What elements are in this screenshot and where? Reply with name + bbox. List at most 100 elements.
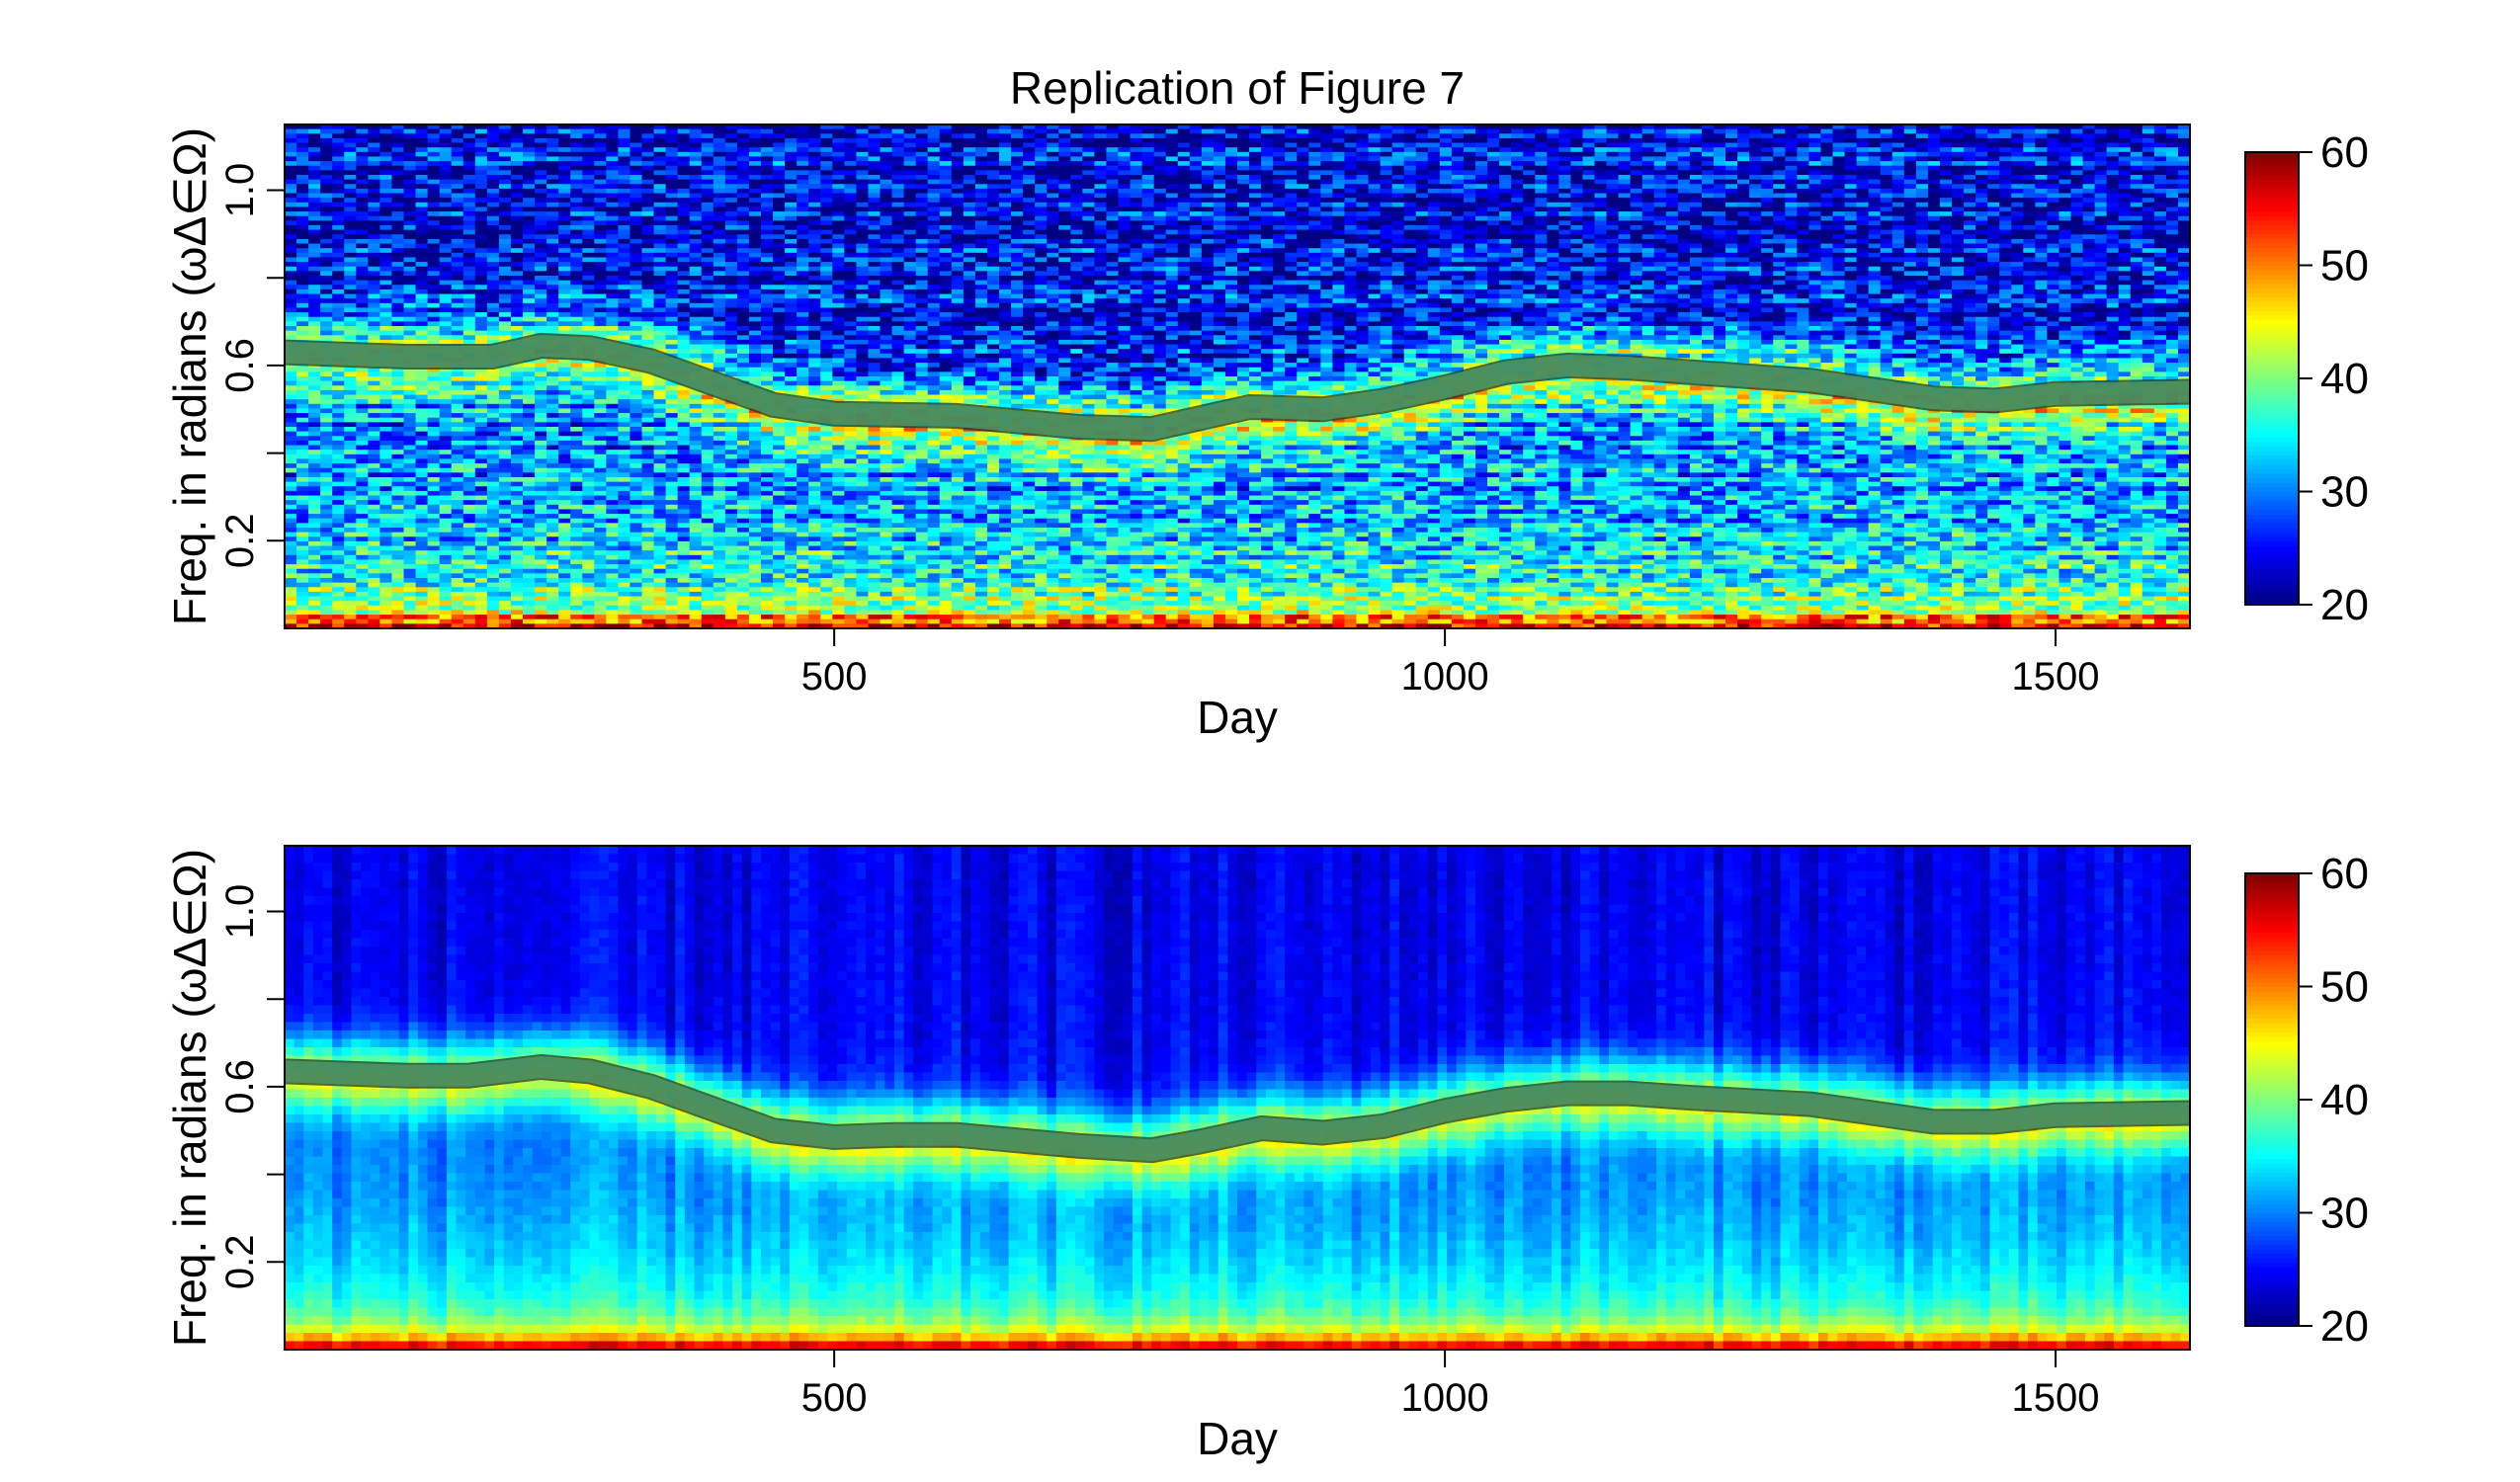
heatmap-cell (1714, 220, 1726, 226)
heatmap-cell (1856, 193, 1870, 199)
heatmap-cell (1927, 262, 1941, 268)
heatmap-cell (1915, 188, 1929, 195)
heatmap-cell (1320, 142, 1333, 148)
heatmap-cell (618, 206, 631, 212)
heatmap-cell (1891, 175, 1905, 181)
heatmap-cell (308, 248, 321, 254)
heatmap-cell (1797, 215, 1809, 221)
heatmap-cell (1641, 202, 1655, 208)
heatmap-cell (2142, 262, 2155, 268)
heatmap-cell (1939, 156, 1953, 162)
heatmap-cell (535, 225, 547, 231)
heatmap-cell (1118, 137, 1132, 144)
heatmap-cell (2094, 198, 2108, 204)
heatmap-cell (486, 193, 500, 199)
heatmap-cell (1487, 179, 1500, 185)
heatmap-cell (1737, 206, 1750, 212)
heatmap-cell (1523, 156, 1536, 162)
heatmap-cell (653, 133, 667, 139)
heatmap-cell (1891, 248, 1905, 254)
heatmap-cell (1118, 215, 1132, 221)
heatmap-cell (486, 133, 500, 139)
heatmap-cell (1820, 193, 1834, 199)
heatmap-cell (1582, 215, 1596, 221)
heatmap-cell (2165, 165, 2179, 171)
heatmap-cell (1380, 215, 1393, 221)
heatmap-cell (713, 133, 726, 139)
heatmap-cell (498, 161, 512, 167)
heatmap-cell (689, 184, 703, 190)
heatmap-cell (379, 161, 393, 167)
heatmap-cell (939, 184, 953, 190)
heatmap-cell (1558, 243, 1571, 249)
heatmap-cell (1213, 137, 1226, 144)
heatmap-cell (1356, 198, 1370, 204)
heatmap-cell (1285, 248, 1298, 254)
heatmap-cell (1570, 184, 1584, 190)
heatmap-cell (1249, 262, 1262, 268)
heatmap-cell (1558, 198, 1571, 204)
heatmap-cell (2130, 202, 2143, 208)
heatmap-cell (1165, 215, 1179, 221)
heatmap-cell (1141, 198, 1155, 204)
heatmap-cell (2070, 225, 2084, 231)
heatmap-cell (427, 238, 441, 245)
heatmap-cell (427, 142, 441, 148)
heatmap-cell (403, 211, 417, 217)
heatmap-cell (510, 165, 524, 171)
heatmap-cell (1547, 262, 1559, 268)
heatmap-cell (332, 133, 345, 139)
heatmap-cell (1082, 133, 1095, 139)
heatmap-cell (689, 198, 703, 204)
heatmap-cell (915, 170, 929, 176)
heatmap-cell (1761, 252, 1774, 259)
heatmap-cell (1165, 243, 1179, 249)
heatmap-cell (1177, 211, 1191, 217)
heatmap-cell (2058, 198, 2072, 204)
heatmap-cell (797, 137, 809, 144)
heatmap-cell (1261, 124, 1274, 130)
heatmap-cell (1153, 234, 1167, 240)
heatmap-cell (1773, 142, 1786, 148)
heatmap-cell (1094, 161, 1108, 167)
heatmap-cell (724, 211, 738, 217)
heatmap-cell (1952, 198, 1965, 204)
heatmap-cell (415, 211, 429, 217)
heatmap-cell (951, 161, 965, 167)
heatmap-cell (1570, 156, 1584, 162)
heatmap-cell (1344, 202, 1358, 208)
heatmap-cell (1868, 128, 1882, 134)
heatmap-cell (2165, 248, 2179, 254)
heatmap-cell (1582, 147, 1596, 153)
heatmap-cell (1797, 147, 1809, 153)
heatmap-cell (1677, 234, 1691, 240)
heatmap-cell (1094, 248, 1108, 254)
heatmap-cell (570, 202, 583, 208)
heatmap-cell (344, 266, 357, 272)
heatmap-cell (1094, 225, 1108, 231)
heatmap-cell (1201, 202, 1215, 208)
heatmap-cell (891, 215, 905, 221)
heatmap-cell (1451, 133, 1465, 139)
heatmap-cell (856, 142, 870, 148)
heatmap-cell (1297, 161, 1309, 167)
heatmap-cell (1224, 206, 1238, 212)
heatmap-cell (797, 220, 809, 226)
heatmap-cell (1189, 257, 1203, 263)
heatmap-cell (1987, 238, 2000, 245)
heatmap-cell (2094, 211, 2108, 217)
heatmap-cell (785, 215, 798, 221)
heatmap-cell (974, 137, 988, 144)
heatmap-cell (1451, 170, 1465, 176)
heatmap-cell (344, 234, 357, 240)
heatmap-cell (1082, 257, 1095, 263)
heatmap-cell (974, 229, 988, 235)
heatmap-cell (1237, 124, 1250, 130)
heatmap-cell (677, 262, 691, 268)
heatmap-cell (1463, 184, 1476, 190)
heatmap-cell (891, 234, 905, 240)
heatmap-cell (594, 161, 607, 167)
heatmap-cell (356, 234, 369, 240)
heatmap-cell (713, 215, 726, 221)
heatmap-cell (1415, 225, 1429, 231)
